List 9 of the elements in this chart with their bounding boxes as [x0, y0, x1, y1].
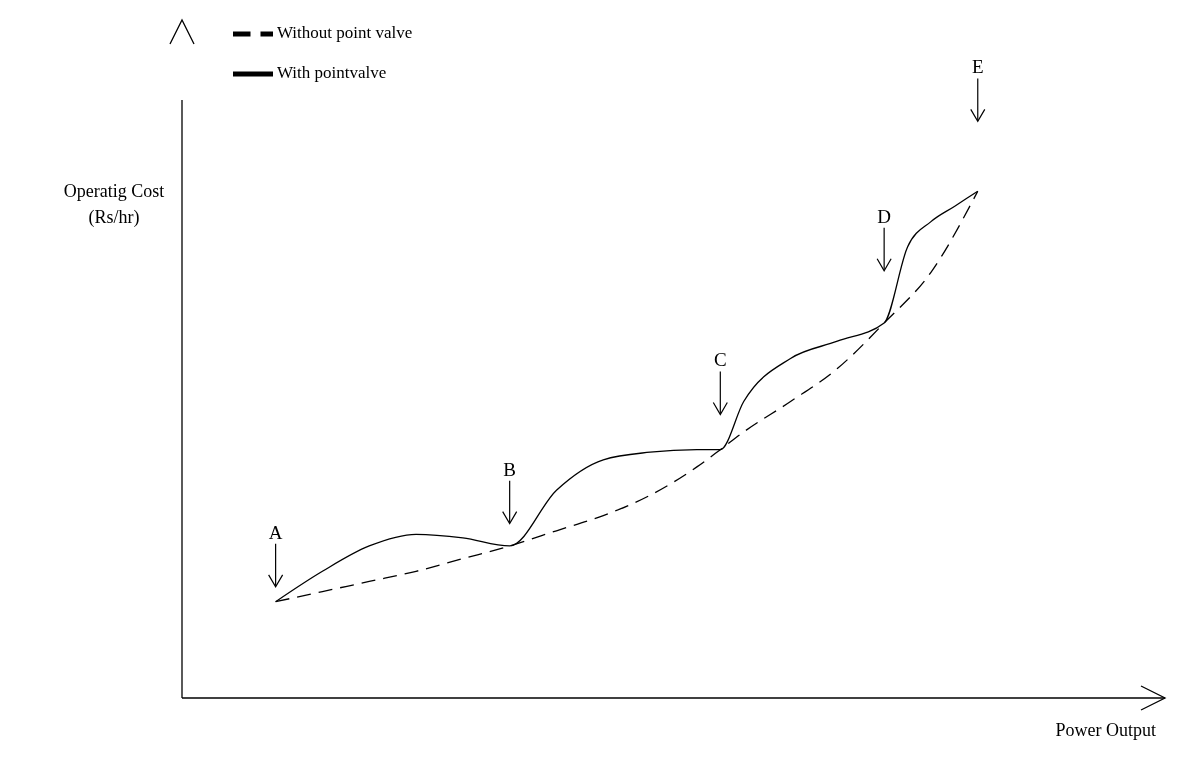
legend-label: Without point valve	[277, 22, 413, 42]
x-axis-title: Power Output	[1055, 720, 1156, 741]
annotation: B	[503, 458, 517, 480]
legend-label: With pointvalve	[277, 62, 387, 82]
annotation: C	[713, 349, 727, 371]
y-axis-title: Operatig Cost (Rs/hr)	[62, 180, 166, 229]
annotation: A	[268, 521, 283, 543]
text: E	[971, 56, 984, 78]
annotation: D	[877, 205, 892, 227]
